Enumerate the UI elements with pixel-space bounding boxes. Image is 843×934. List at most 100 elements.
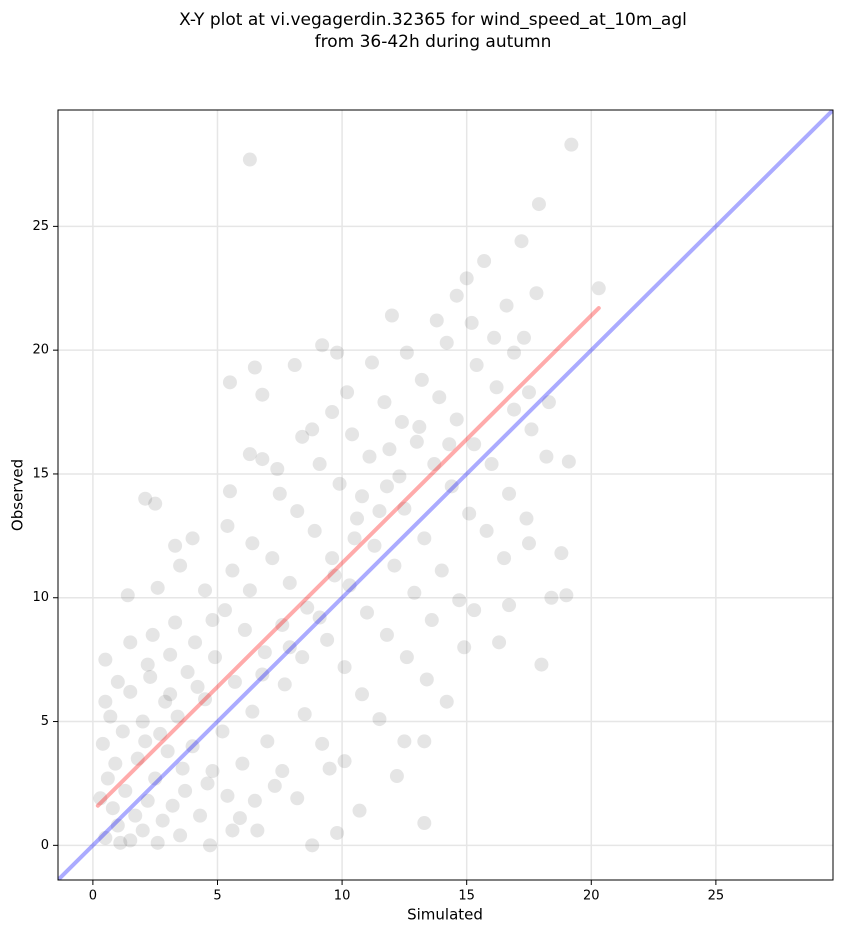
point xyxy=(325,551,340,566)
point xyxy=(245,536,260,551)
point xyxy=(531,197,546,212)
point xyxy=(232,811,247,826)
point xyxy=(123,833,138,848)
point xyxy=(434,563,449,578)
point xyxy=(267,778,282,793)
point xyxy=(168,538,183,553)
point xyxy=(95,736,110,751)
point xyxy=(282,575,297,590)
point xyxy=(143,669,158,684)
point xyxy=(282,640,297,655)
point xyxy=(188,635,203,650)
point xyxy=(350,511,365,526)
point xyxy=(242,447,257,462)
point xyxy=(98,652,113,667)
point xyxy=(135,714,150,729)
point xyxy=(444,479,459,494)
point xyxy=(462,506,477,521)
point xyxy=(419,672,434,687)
y-tick-label: 15 xyxy=(32,466,49,481)
point xyxy=(355,489,370,504)
point xyxy=(320,632,335,647)
point xyxy=(222,484,237,499)
point xyxy=(257,645,272,660)
point xyxy=(427,457,442,472)
chart-title: X-Y plot at vi.vegagerdin.32365 for wind… xyxy=(179,10,687,30)
point xyxy=(103,709,118,724)
x-tick-label: 15 xyxy=(458,889,475,904)
point xyxy=(382,442,397,457)
point xyxy=(173,558,188,573)
point xyxy=(255,452,270,467)
y-tick-label: 5 xyxy=(41,714,49,729)
point xyxy=(260,734,275,749)
point xyxy=(148,771,163,786)
point xyxy=(220,788,235,803)
point xyxy=(355,687,370,702)
point xyxy=(165,798,180,813)
fit-line xyxy=(58,110,833,880)
point xyxy=(110,818,125,833)
point xyxy=(250,823,265,838)
point xyxy=(534,657,549,672)
point xyxy=(222,375,237,390)
point xyxy=(193,808,208,823)
y-tick-label: 25 xyxy=(32,219,49,234)
point xyxy=(417,734,432,749)
point xyxy=(544,590,559,605)
point xyxy=(379,627,394,642)
point xyxy=(399,650,414,665)
point xyxy=(521,385,536,400)
point xyxy=(497,551,512,566)
point xyxy=(502,598,517,613)
point xyxy=(327,568,342,583)
point xyxy=(123,684,138,699)
point xyxy=(387,558,402,573)
point xyxy=(190,679,205,694)
point xyxy=(198,692,213,707)
point xyxy=(290,504,305,519)
point xyxy=(424,613,439,628)
point xyxy=(158,694,173,709)
y-tick-label: 10 xyxy=(32,590,49,605)
point xyxy=(215,724,230,739)
grid xyxy=(58,110,833,880)
point xyxy=(564,137,579,152)
point xyxy=(514,234,529,249)
point xyxy=(153,726,168,741)
point xyxy=(93,791,108,806)
point xyxy=(290,791,305,806)
point xyxy=(409,434,424,449)
point xyxy=(340,385,355,400)
point xyxy=(305,838,320,853)
point xyxy=(270,462,285,477)
point xyxy=(135,823,150,838)
point xyxy=(220,518,235,533)
point xyxy=(168,615,183,630)
point xyxy=(185,739,200,754)
point xyxy=(342,578,357,593)
point xyxy=(507,345,522,360)
point xyxy=(118,783,133,798)
x-tick-label: 10 xyxy=(334,889,351,904)
point xyxy=(100,771,115,786)
point xyxy=(519,511,534,526)
point xyxy=(457,640,472,655)
point xyxy=(140,793,155,808)
point xyxy=(113,835,128,850)
point xyxy=(439,694,454,709)
point xyxy=(479,523,494,538)
point xyxy=(360,605,375,620)
point xyxy=(275,764,290,779)
chart-title: from 36-42h during autumn xyxy=(315,32,552,52)
point xyxy=(307,523,322,538)
point xyxy=(591,281,606,296)
point xyxy=(452,593,467,608)
point xyxy=(372,712,387,727)
point xyxy=(347,531,362,546)
point xyxy=(128,808,143,823)
point xyxy=(225,563,240,578)
point xyxy=(561,454,576,469)
point xyxy=(315,736,330,751)
point xyxy=(145,627,160,642)
